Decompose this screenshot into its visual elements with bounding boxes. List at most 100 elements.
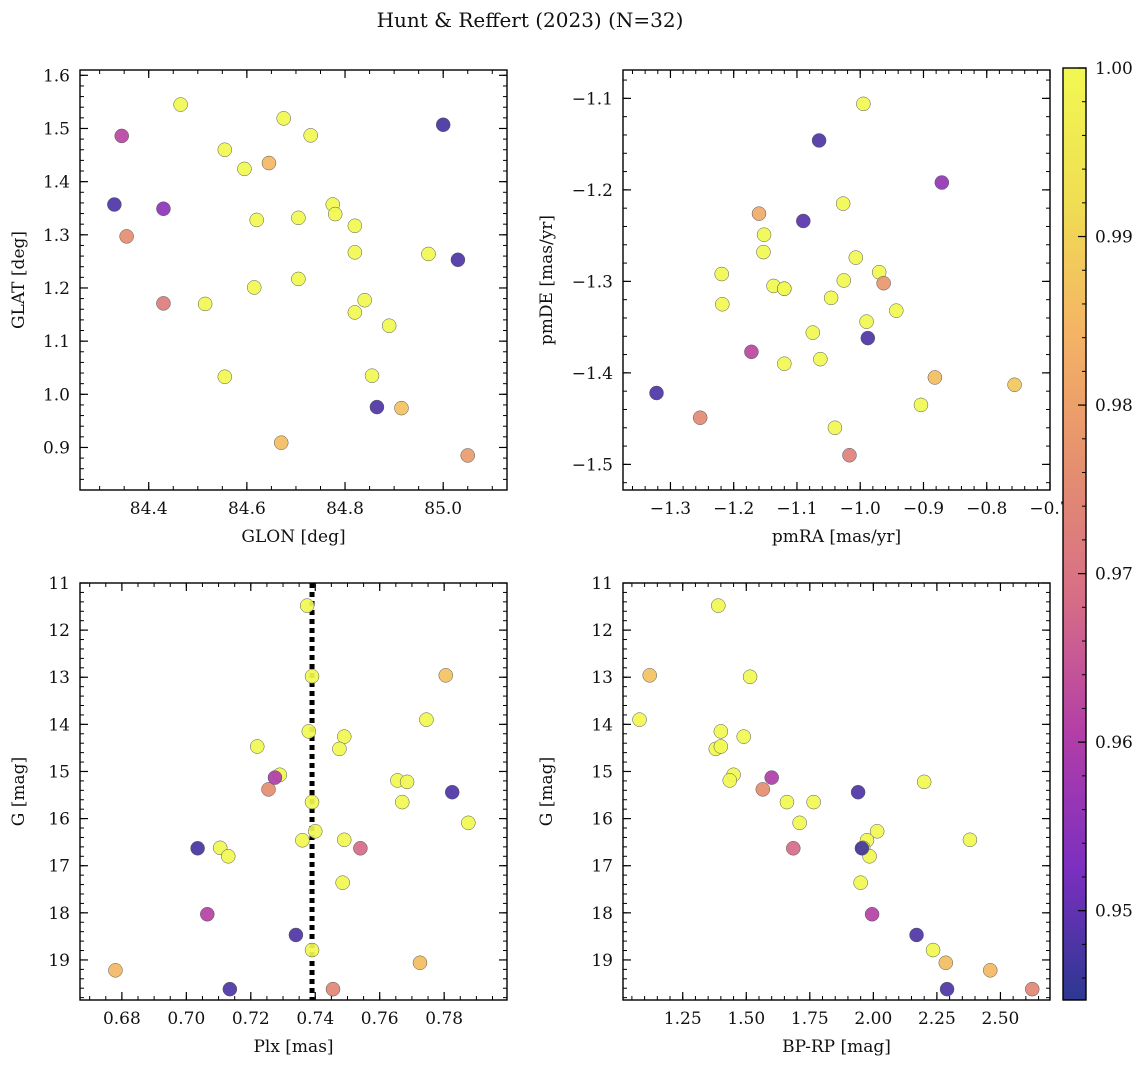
scatter-point [744,344,759,360]
axes-frame [622,582,1051,1001]
scatter-point [777,281,792,296]
x-tick-label: 0.74 [296,1009,334,1029]
figure-title: Hunt & Reffert (2023) (N=32) [377,8,684,32]
scatter-point [335,875,350,890]
y-axis-label: G [mag] [537,757,557,826]
axes-frame [79,69,508,491]
scatter-point [261,155,277,171]
y-tick-label: −1.2 [572,181,613,201]
y-tick-label: 1.5 [43,119,70,139]
scatter-point [1024,981,1040,997]
y-tick-label: 1.3 [43,226,70,246]
scatter-point [369,399,385,415]
scatter-point [119,229,134,244]
scatter-points [649,96,1022,463]
x-tick-label: −1.3 [650,499,691,519]
scatter-point [713,739,729,754]
scatter-point [419,712,434,727]
colorbar-gradient [1062,67,1087,1001]
y-tick-label: 1.2 [43,279,70,299]
x-tick-label: 0.78 [425,1009,463,1029]
scatter-point [347,305,363,320]
scatter-point [288,927,304,943]
scatter-point [842,447,857,463]
scatter-point [736,729,751,744]
x-tick-label: 84.4 [130,499,168,519]
x-tick-label: 1.50 [727,1009,765,1029]
scatter-point [337,832,352,848]
scatter-point [786,841,801,856]
x-tick-label: 0.68 [103,1009,141,1029]
scatter-point [337,729,352,744]
scatter-point [249,739,265,754]
scatter-point [889,303,904,318]
scatter-point [347,218,363,234]
ticks [80,582,507,1000]
scatter-point [1007,377,1022,393]
colorbar-tick-label: 1.00 [1095,59,1133,79]
scatter-point [764,770,779,785]
scatter-point [421,246,436,262]
scatter-point [217,142,233,157]
panel-pmra-pmde: −1.3 −1.2 −1.1 −1.0 −0.9 −0.8 −0.7 −1.5 −1.4 −1.3… [537,69,1071,547]
y-tick-label: −1.5 [572,455,613,475]
scatter-point [353,841,368,856]
scatter-point [190,841,205,856]
scatter-point [156,296,171,311]
x-axis-label: BP-RP [mag] [782,1037,891,1057]
y-axis-label: pmDE [mas/yr] [537,215,557,345]
scatter-point [246,280,262,295]
scatter-point [381,318,397,333]
colorbar-tick-label: 0.97 [1095,565,1133,585]
scatter-point [237,161,252,177]
x-axis-label: GLON [deg] [241,527,345,547]
y-tick-label: 1.4 [43,173,70,193]
scatter-point [779,794,795,810]
y-tick-label: −1.4 [572,364,613,384]
x-tick-label: 0.72 [232,1009,270,1029]
scatter-point [435,117,451,133]
scatter-point [806,794,821,810]
scatter-point [107,197,122,212]
scatter-point [200,906,215,922]
scatter-point [876,275,891,291]
scatter-point [642,668,657,683]
scatter-point [399,774,415,790]
scatter-point [983,963,998,978]
scatter-points [632,598,1040,997]
scatter-point [850,784,866,800]
y-tick-label: 1.6 [43,66,70,86]
scatter-point [108,963,123,978]
scatter-point [848,250,864,265]
scatter-point [308,824,323,839]
scatter-point [304,942,320,958]
scatter-point [751,206,767,221]
panels: 84.4 84.6 84.8 85.0 0.9 1.0 1.1 1.2 1.3 1.4 1.5 1.6… [9,66,1071,1057]
x-axis-label: pmRA [mas/yr] [772,527,901,547]
x-tick-label: 1.75 [791,1009,829,1029]
scatter-point [325,981,341,997]
scatter-point [859,314,874,329]
scatter-point [916,774,932,790]
y-tick-label: 0.9 [43,438,70,458]
y-tick-label: 16 [48,810,70,830]
y-tick-label: 14 [48,715,70,735]
scatter-point [267,770,283,785]
x-tick-label: 2.00 [854,1009,892,1029]
scatter-point [854,841,870,856]
scatter-point [394,400,409,416]
y-tick-label: 13 [48,668,70,688]
scatter-point [632,712,647,727]
scatter-point [805,325,821,340]
scatter-point [836,273,852,288]
scatter-point [715,296,730,312]
scatter-point [713,724,729,739]
ticks [623,582,1050,1000]
scatter-point [438,668,454,683]
scatter-point [756,227,772,242]
x-tick-label: −1.2 [713,499,754,519]
scatter-point [909,927,924,943]
ticks [80,70,507,491]
scatter-point [276,111,291,126]
scatter-point [811,133,827,148]
